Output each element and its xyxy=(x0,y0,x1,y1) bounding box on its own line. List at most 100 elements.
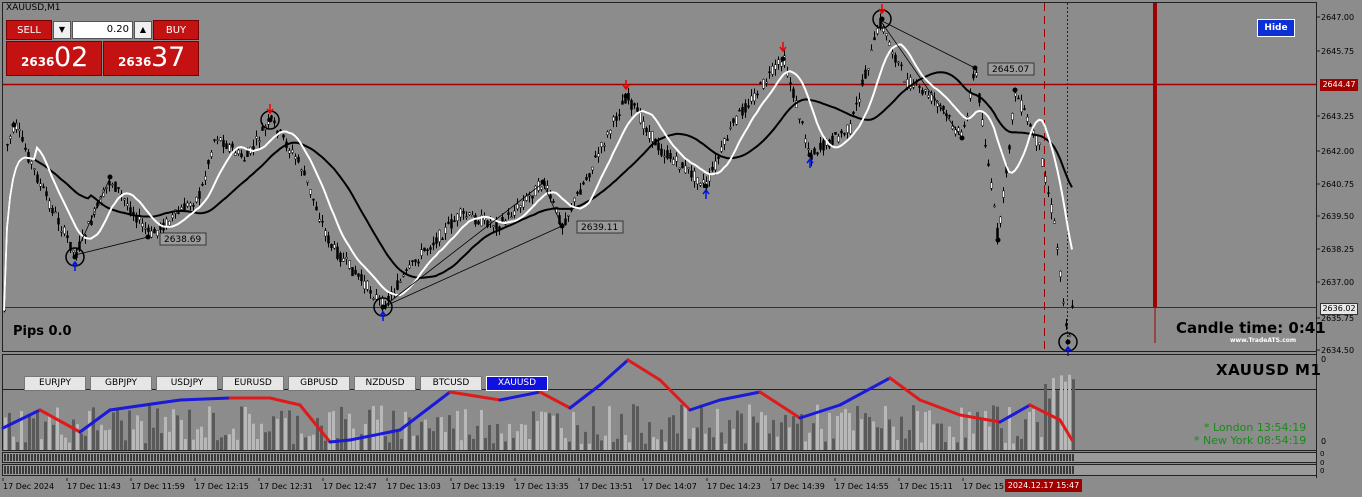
candle-body xyxy=(342,258,345,262)
price-tick: 2645.75 xyxy=(1321,47,1354,56)
candle-time-label: Candle time: 0:41 xyxy=(1176,319,1326,337)
lot-decrease-button[interactable]: ▼ xyxy=(53,21,71,39)
hide-button[interactable]: Hide xyxy=(1257,19,1295,37)
candle-body xyxy=(297,157,300,163)
candle-body xyxy=(750,95,753,102)
candle-body xyxy=(429,247,432,250)
candle-body xyxy=(423,247,426,252)
lot-size-input[interactable]: 0.20 xyxy=(72,21,133,39)
candle-body xyxy=(165,218,168,228)
volume-bar xyxy=(760,412,763,450)
candle-body xyxy=(408,264,411,269)
candle-body xyxy=(630,99,633,110)
tab-eurjpy[interactable]: EURJPY xyxy=(24,376,86,391)
candle-body xyxy=(90,220,93,225)
candle-body xyxy=(156,230,159,237)
swing-dot xyxy=(780,56,786,62)
volume-bar xyxy=(544,412,547,450)
buy-price-button[interactable]: 2636 37 xyxy=(103,41,199,76)
volume-bar xyxy=(500,433,503,450)
volume-bar xyxy=(904,438,907,450)
tab-eurusd[interactable]: EURUSD xyxy=(222,376,284,391)
buy-button[interactable]: BUY xyxy=(153,20,199,40)
candle-body xyxy=(288,150,291,154)
volume-bar xyxy=(636,406,639,450)
candle-body xyxy=(747,105,750,108)
volume-bar xyxy=(344,419,347,450)
candle-body xyxy=(234,152,237,156)
volume-bar xyxy=(720,432,723,450)
candle-body xyxy=(732,118,735,123)
candle-body xyxy=(420,249,423,256)
swing-dot xyxy=(1012,87,1018,93)
volume-bar xyxy=(920,442,923,450)
candle-body xyxy=(522,200,525,208)
candle-body xyxy=(741,106,744,116)
time-tick: 17 Dec 14:07 xyxy=(643,482,697,491)
candle-body xyxy=(867,68,870,71)
candle-body xyxy=(252,146,255,150)
candle-body xyxy=(930,92,933,102)
lot-increase-button[interactable]: ▲ xyxy=(134,21,152,39)
swing-dot xyxy=(145,234,151,240)
volume-bar xyxy=(592,406,595,450)
candle-body xyxy=(282,134,285,138)
candle-body xyxy=(129,207,132,214)
oscillator-segment xyxy=(108,398,182,412)
volume-bar xyxy=(284,418,287,450)
candle-body xyxy=(585,177,588,180)
candle-body xyxy=(459,208,462,218)
oscillator-segment xyxy=(38,408,82,434)
candle-body xyxy=(588,173,591,178)
time-tick: 17 Dec 13:03 xyxy=(387,482,441,491)
sell-price-button[interactable]: 2636 02 xyxy=(6,41,102,76)
volume-bar xyxy=(268,431,271,450)
candle-body xyxy=(564,218,567,226)
volume-bar xyxy=(460,440,463,450)
candle-body xyxy=(453,220,456,222)
volume-bar xyxy=(448,415,451,450)
volume-bar xyxy=(208,406,211,450)
volume-bar xyxy=(104,430,107,450)
tab-usdjpy[interactable]: USDJPY xyxy=(156,376,218,391)
volume-bar xyxy=(420,421,423,450)
candle-body xyxy=(243,159,246,162)
candle-body xyxy=(198,191,201,199)
volume-bar xyxy=(868,416,871,450)
candle-body xyxy=(114,181,117,192)
swing-dot xyxy=(995,237,1001,243)
candle-body xyxy=(246,150,249,157)
oscillator-segment xyxy=(348,428,402,442)
candle-body xyxy=(717,156,720,159)
tab-gbpusd[interactable]: GBPUSD xyxy=(288,376,350,391)
volume-bar xyxy=(824,441,827,450)
volume-bar xyxy=(444,431,447,450)
candle-body xyxy=(468,212,471,216)
candle-body xyxy=(345,257,348,259)
tab-xauusd[interactable]: XAUUSD xyxy=(486,376,548,391)
volume-bar xyxy=(76,424,79,450)
volume-bar xyxy=(152,427,155,450)
volume-bar xyxy=(996,406,999,450)
volume-bar xyxy=(612,441,615,450)
candle-body xyxy=(768,71,771,73)
triangle-down-icon: ▼ xyxy=(58,25,66,34)
volume-bar xyxy=(1048,398,1051,450)
candle-body xyxy=(237,149,240,154)
tab-gbpjpy[interactable]: GBPJPY xyxy=(90,376,152,391)
tab-nzdusd[interactable]: NZDUSD xyxy=(354,376,416,391)
candle-body xyxy=(222,139,225,147)
oscillator-segment xyxy=(718,390,762,402)
sell-button[interactable]: SELL xyxy=(6,20,52,40)
candle-body xyxy=(471,215,474,218)
candle-body xyxy=(648,131,651,139)
candle-body xyxy=(804,138,807,144)
candle-body xyxy=(792,88,795,98)
candle-body xyxy=(798,118,801,120)
candle-body xyxy=(354,269,357,275)
volume-bar xyxy=(44,421,47,450)
volume-bar xyxy=(512,437,515,450)
tab-btcusd[interactable]: BTCUSD xyxy=(420,376,482,391)
oscillator-segment xyxy=(1,408,42,430)
